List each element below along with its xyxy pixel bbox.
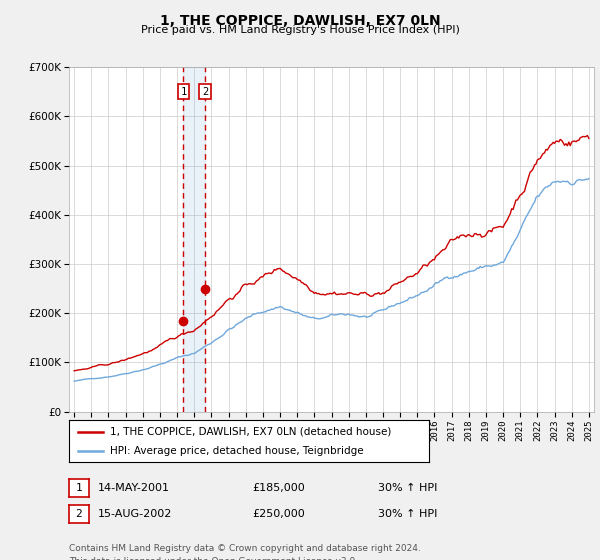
Text: 2: 2: [76, 509, 82, 519]
Text: 14-MAY-2001: 14-MAY-2001: [98, 483, 170, 493]
Text: 15-AUG-2002: 15-AUG-2002: [98, 509, 172, 519]
Text: 1: 1: [76, 483, 82, 493]
Text: HPI: Average price, detached house, Teignbridge: HPI: Average price, detached house, Teig…: [110, 446, 364, 456]
Text: 1, THE COPPICE, DAWLISH, EX7 0LN: 1, THE COPPICE, DAWLISH, EX7 0LN: [160, 14, 440, 28]
Text: £185,000: £185,000: [252, 483, 305, 493]
Text: Contains HM Land Registry data © Crown copyright and database right 2024.
This d: Contains HM Land Registry data © Crown c…: [69, 544, 421, 560]
Text: Price paid vs. HM Land Registry's House Price Index (HPI): Price paid vs. HM Land Registry's House …: [140, 25, 460, 35]
Text: 1: 1: [181, 87, 187, 97]
Text: 30% ↑ HPI: 30% ↑ HPI: [378, 509, 437, 519]
Text: 1, THE COPPICE, DAWLISH, EX7 0LN (detached house): 1, THE COPPICE, DAWLISH, EX7 0LN (detach…: [110, 427, 392, 437]
Bar: [184, 67, 205, 412]
Text: 2: 2: [202, 87, 208, 97]
Text: 30% ↑ HPI: 30% ↑ HPI: [378, 483, 437, 493]
Text: £250,000: £250,000: [252, 509, 305, 519]
